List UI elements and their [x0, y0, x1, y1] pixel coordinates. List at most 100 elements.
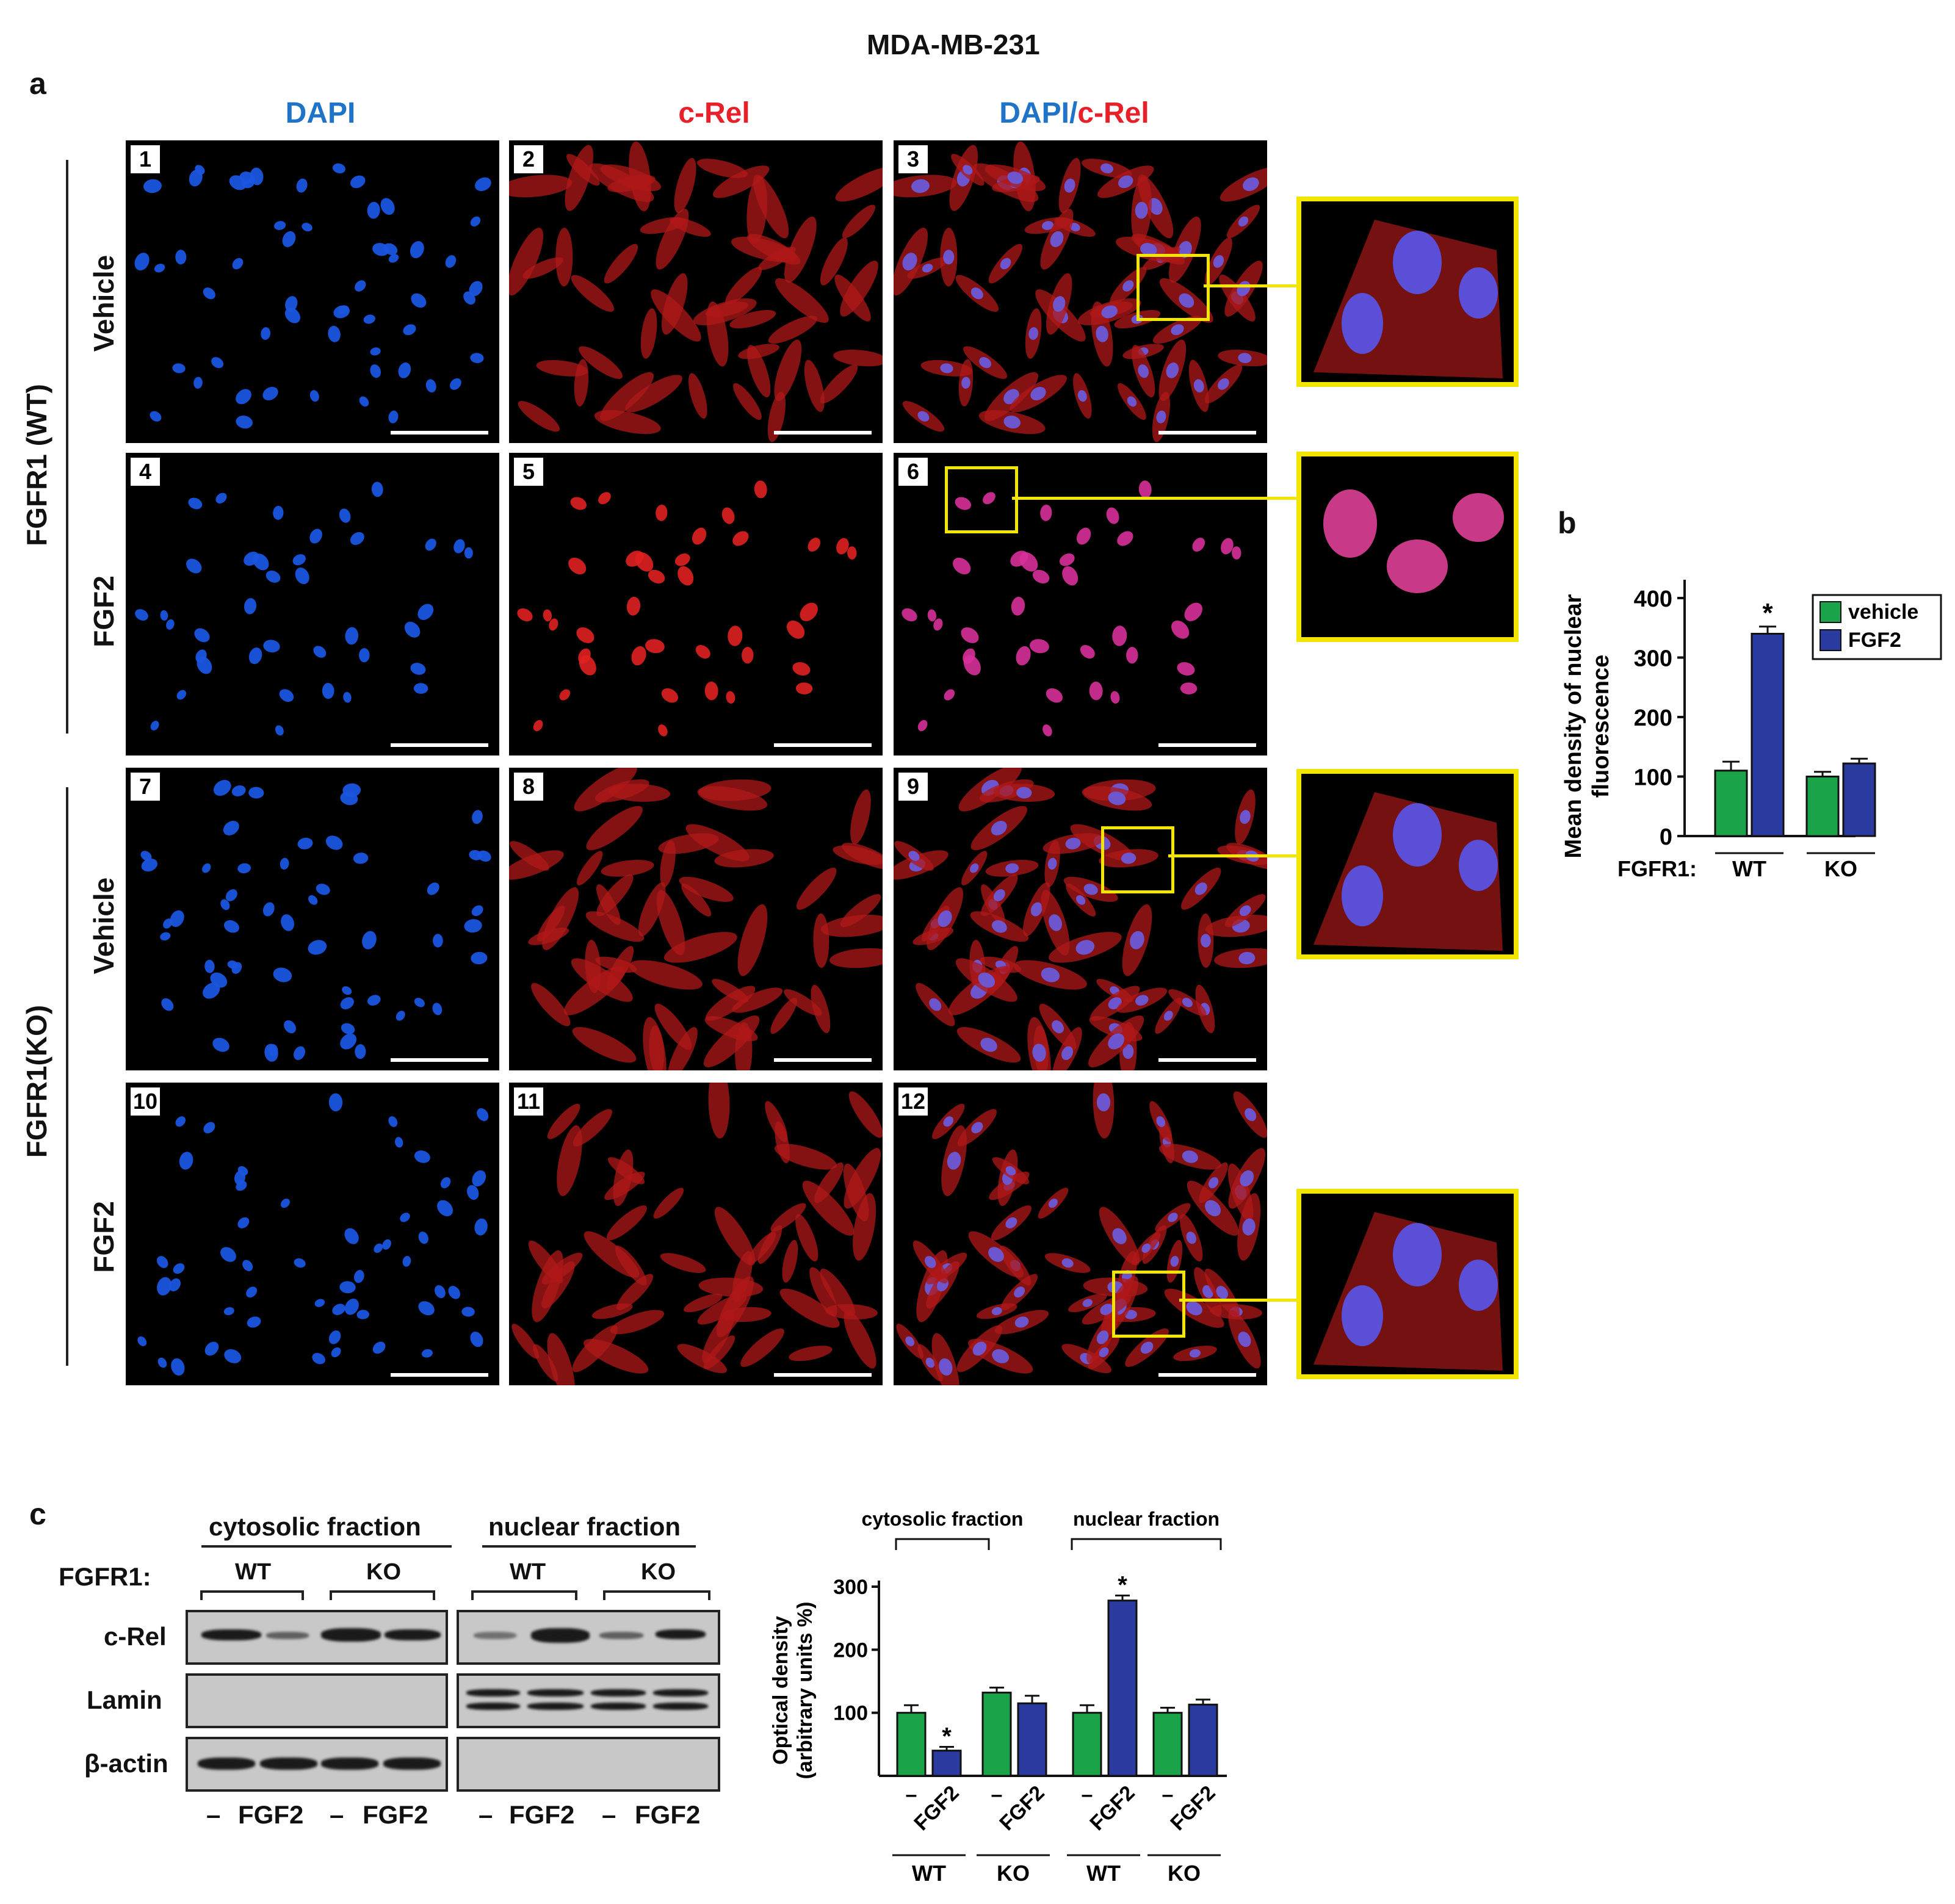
- chart-c-ytick: 100: [833, 1702, 868, 1725]
- panel-letter-b: b: [1558, 506, 1577, 540]
- scale-bar: [391, 431, 488, 435]
- blot-row-label-actin: β-actin: [84, 1749, 168, 1778]
- scale-bar: [1158, 431, 1256, 435]
- micrograph-panel: 3: [894, 140, 1267, 443]
- scale-bar: [1158, 1373, 1256, 1377]
- micrograph-panel: 10: [126, 1083, 499, 1385]
- chart-c-bar: [896, 1712, 927, 1777]
- scale-bar: [391, 1058, 488, 1062]
- panel-number: 2: [514, 145, 543, 173]
- roi-box-6: [945, 466, 1018, 533]
- chart-c-genotype-label: KO: [997, 1861, 1030, 1886]
- chart-c: 100 200 300 Optical density (arbitrary units…: [769, 1508, 1227, 1886]
- panel-letter-a: a: [29, 67, 46, 101]
- column-header-merge: DAPI/c-Rel: [952, 96, 1196, 130]
- row-label-fgf2-ko: FGF2: [88, 1201, 120, 1273]
- micrograph-panel: 8: [509, 768, 883, 1070]
- chart-b-category: KO: [1824, 856, 1857, 881]
- blot-genotype-wt-1: WT: [235, 1559, 272, 1585]
- scale-bar: [1158, 743, 1256, 747]
- blot-bracket-ko-1: [330, 1590, 435, 1600]
- panel-number: 8: [514, 773, 543, 801]
- micrograph-panel: 1: [126, 140, 499, 443]
- chart-b-ytick: 200: [1634, 705, 1672, 731]
- chart-b-bar: [1842, 762, 1876, 837]
- blot-lane-label: FGF2: [238, 1800, 304, 1829]
- merge-dapi-text: DAPI/: [999, 97, 1078, 129]
- scale-bar: [391, 1373, 488, 1377]
- blot-lamin-nuclear: [457, 1673, 720, 1728]
- panel-letter-c: c: [29, 1497, 46, 1531]
- chart-c-significance: *: [942, 1723, 952, 1750]
- blot-genotype-ko-2: KO: [641, 1559, 676, 1585]
- blot-actin-nuclear: [457, 1737, 720, 1792]
- zoom-inset-3: [1296, 197, 1519, 387]
- micrograph-panel: 5: [509, 453, 883, 755]
- roi-connector-6: [1012, 497, 1296, 500]
- blot-lane-label: FGF2: [635, 1800, 701, 1829]
- scale-bar: [774, 431, 872, 435]
- micrograph-panel: 6: [894, 453, 1267, 755]
- scale-bar: [774, 1373, 872, 1377]
- chart-c-bar: [1072, 1712, 1102, 1777]
- panel-number: 12: [898, 1087, 928, 1116]
- blot-lane-label: FGF2: [363, 1800, 428, 1829]
- zoom-inset-6: [1296, 452, 1519, 642]
- scale-bar: [774, 743, 872, 747]
- chart-b-legend-swatch: [1819, 601, 1841, 623]
- chart-b-ytick: 300: [1634, 646, 1672, 672]
- chart-b-ytick: 400: [1634, 586, 1672, 612]
- panel-number: 4: [131, 458, 160, 486]
- panel-number: 6: [898, 458, 928, 486]
- blot-genotype-wt-2: WT: [510, 1559, 546, 1585]
- chart-c-bar-label: –: [1082, 1783, 1093, 1806]
- blot-crel-cytosolic: [186, 1610, 448, 1665]
- chart-c-genotype-label: WT: [912, 1861, 946, 1886]
- chart-c-significance: *: [1118, 1571, 1127, 1598]
- group-line-wt: [66, 160, 68, 734]
- blot-lamin-cytosolic: [186, 1673, 448, 1728]
- column-header-crel: c-Rel: [678, 97, 750, 129]
- row-label-fgf2-wt: FGF2: [88, 575, 120, 647]
- blot-lane-label: –: [206, 1800, 221, 1829]
- chart-b-legend-label: FGF2: [1848, 629, 1901, 652]
- chart-b-significance: *: [1762, 598, 1773, 628]
- roi-box-3: [1137, 254, 1210, 321]
- blot-bracket-ko-2: [603, 1590, 710, 1600]
- chart-c-bar: [1188, 1703, 1218, 1777]
- roi-connector-12: [1179, 1299, 1296, 1302]
- column-header-dapi: DAPI: [285, 97, 356, 129]
- chart-c-bar-label: –: [906, 1783, 917, 1806]
- chart-b-bar: [1751, 633, 1785, 837]
- panel-number: 7: [131, 773, 160, 801]
- chart-c-ytick: 300: [833, 1576, 868, 1599]
- chart-c-bar: [981, 1692, 1012, 1777]
- blot-lane-label: FGF2: [509, 1800, 575, 1829]
- group-line-ko: [66, 787, 68, 1366]
- blot-bracket-wt-1: [200, 1590, 304, 1600]
- roi-connector-9: [1168, 854, 1296, 857]
- panel-number: 9: [898, 773, 928, 801]
- roi-connector-3: [1204, 284, 1296, 287]
- blot-row-label-lamin: Lamin: [87, 1686, 162, 1714]
- blot-fraction-nuclear: nuclear fraction: [488, 1512, 681, 1541]
- panel-number: 11: [514, 1087, 543, 1116]
- zoom-inset-12: [1296, 1189, 1519, 1379]
- chart-c-bar: [1152, 1712, 1183, 1777]
- chart-c-ytick: 200: [833, 1639, 868, 1662]
- chart-c-bar-label: FGF2: [909, 1781, 963, 1835]
- blot-bracket-wt-2: [471, 1590, 577, 1600]
- row-label-vehicle-ko: Vehicle: [88, 877, 120, 975]
- panel-number: 10: [131, 1087, 161, 1116]
- blot-fraction-line-nuclear: [482, 1545, 696, 1548]
- scale-bar: [774, 1058, 872, 1062]
- chart-c-bar: [1107, 1599, 1138, 1777]
- micrograph-panel: 12: [894, 1083, 1267, 1385]
- chart-c-bar-label: FGF2: [1166, 1781, 1220, 1835]
- panel-number: 1: [131, 145, 160, 173]
- chart-b-group-prefix: FGFR1:: [1617, 856, 1697, 881]
- row-label-vehicle-wt: Vehicle: [88, 254, 120, 352]
- micrograph-panel: 2: [509, 140, 883, 443]
- blot-genotype-ko-1: KO: [366, 1559, 401, 1585]
- blot-row-label-crel: c-Rel: [104, 1622, 167, 1651]
